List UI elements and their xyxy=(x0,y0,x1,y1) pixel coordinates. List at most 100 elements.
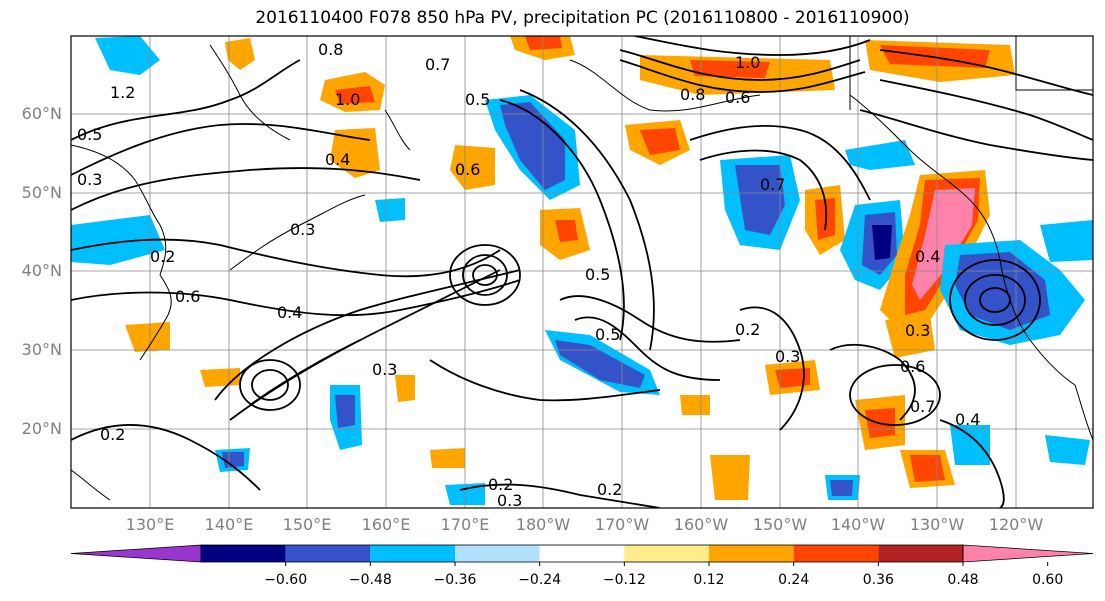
longitude-label: 120°W xyxy=(988,515,1044,534)
map-title: 2016110400 F078 850 hPa PV, precipitatio… xyxy=(255,8,910,28)
precip-negative-area xyxy=(1040,220,1093,262)
contour-label: 0.5 xyxy=(77,125,102,144)
contour-label: 0.2 xyxy=(597,480,622,499)
map-plot-area: 0.8 1.2 1.0 0.5 0.3 0.6 0.4 0.2 0.7 1.0 … xyxy=(71,36,1093,510)
contour-label: 0.3 xyxy=(77,170,102,189)
precip-positive-area xyxy=(125,322,170,352)
precip-strong-negative-area xyxy=(222,452,244,468)
contour-label: 0.4 xyxy=(915,247,940,266)
longitude-label: 140°W xyxy=(830,515,886,534)
contour-label: 0.3 xyxy=(497,491,522,510)
contour-label: 0.5 xyxy=(585,265,610,284)
colorbar-segment xyxy=(878,545,963,562)
longitude-label: 150°E xyxy=(282,515,332,534)
colorbar-tick-label: 0.12 xyxy=(693,572,725,588)
precip-darkest-negative-area xyxy=(872,225,892,260)
precipitation-shading xyxy=(71,36,1093,505)
precip-positive-area xyxy=(885,315,935,358)
contour-label: 0.3 xyxy=(290,220,315,239)
colorbar-tick-label: 0.36 xyxy=(862,572,894,588)
longitude-label: 130°E xyxy=(125,515,175,534)
precip-strong-positive-area xyxy=(555,220,578,242)
longitude-label: 160°W xyxy=(673,515,729,534)
precip-positive-area xyxy=(395,375,415,402)
latitude-label: 50°N xyxy=(21,183,62,202)
contour-label: 1.0 xyxy=(735,53,760,72)
contour-label: 0.3 xyxy=(775,347,800,366)
contour-label: 0.7 xyxy=(425,55,450,74)
contour-label: 0.6 xyxy=(455,160,480,179)
latitude-label: 60°N xyxy=(21,104,62,123)
precip-positive-area xyxy=(225,38,255,70)
precip-strong-positive-area xyxy=(775,368,810,388)
contour-label: 0.2 xyxy=(150,247,175,266)
contour-label: 0.3 xyxy=(372,360,397,379)
precip-strong-positive-area xyxy=(525,36,562,50)
contour-label: 0.4 xyxy=(277,303,302,322)
contour-label: 0.8 xyxy=(680,85,705,104)
contour-label: 0.7 xyxy=(760,175,785,194)
precip-negative-area xyxy=(71,215,165,265)
precip-positive-area xyxy=(200,368,240,387)
contour-label-group: 0.8 1.2 1.0 0.5 0.3 0.6 0.4 0.2 0.7 1.0 … xyxy=(77,40,980,510)
colorbar-tick-label: −0.24 xyxy=(518,572,562,588)
colorbar-max-extension xyxy=(962,544,1094,563)
precip-strong-negative-area xyxy=(830,480,853,496)
contour-label: 0.2 xyxy=(735,320,760,339)
latitude-label: 40°N xyxy=(21,261,62,280)
colorbar-segment xyxy=(539,545,625,562)
graticule xyxy=(71,36,1093,508)
colorbar-segment xyxy=(624,545,709,562)
colorbar-tick-label: −0.48 xyxy=(348,572,392,588)
colorbar xyxy=(70,544,1094,566)
coastlines xyxy=(71,36,1093,501)
colorbar-tick-label: −0.12 xyxy=(602,572,646,588)
precip-max-positive-area xyxy=(912,188,975,300)
precip-negative-area xyxy=(845,140,915,170)
colorbar-tick-label: 0.48 xyxy=(947,572,979,588)
precip-strong-positive-area xyxy=(815,198,835,240)
contour-label: 0.5 xyxy=(595,325,620,344)
colorbar-segment xyxy=(709,545,794,562)
colorbar-segment xyxy=(455,545,540,562)
precip-strong-negative-area xyxy=(335,395,355,428)
contour-label: 0.2 xyxy=(488,475,513,494)
longitude-label: 160°E xyxy=(361,515,411,534)
colorbar-tick-label: 0.60 xyxy=(1032,572,1064,588)
contour-label: 0.2 xyxy=(100,425,125,444)
longitude-label: 180°W xyxy=(515,515,571,534)
colorbar-tick-label: −0.36 xyxy=(433,572,477,588)
contour-label: 0.8 xyxy=(318,40,343,59)
colorbar-tick-label: 0.24 xyxy=(778,572,810,588)
contour-label: 0.6 xyxy=(725,88,750,107)
longitude-label: 170°E xyxy=(440,515,490,534)
precip-positive-area xyxy=(430,448,465,468)
contour-label: 0.5 xyxy=(465,90,490,109)
colorbar-segment xyxy=(793,545,879,562)
map-frame xyxy=(70,35,1094,509)
latitude-label: 20°N xyxy=(21,419,62,438)
colorbar-frame xyxy=(200,544,964,563)
contour-label: 1.0 xyxy=(335,90,360,109)
precip-positive-area xyxy=(710,455,750,500)
precip-negative-area xyxy=(375,198,405,222)
contour-label: 0.6 xyxy=(900,357,925,376)
pv-contours xyxy=(71,36,1093,508)
precip-strong-negative-area xyxy=(555,340,645,388)
contour-label: 0.4 xyxy=(955,410,980,429)
longitude-label: 170°W xyxy=(594,515,650,534)
contour-label: 0.3 xyxy=(905,321,930,340)
precip-strong-negative-area xyxy=(500,102,565,190)
precip-strong-positive-area xyxy=(690,60,770,78)
latitude-label: 30°N xyxy=(21,340,62,359)
colorbar-segment xyxy=(201,545,286,562)
contour-label: 1.2 xyxy=(110,83,135,102)
precip-strong-positive-area xyxy=(640,128,680,155)
precip-strong-positive-area xyxy=(335,86,375,104)
precip-strong-positive-area xyxy=(910,455,945,482)
colorbar-segment xyxy=(285,545,371,562)
longitude-label: 150°W xyxy=(752,515,808,534)
colorbar-min-extension xyxy=(70,544,202,563)
contour-label: 0.4 xyxy=(325,150,350,169)
